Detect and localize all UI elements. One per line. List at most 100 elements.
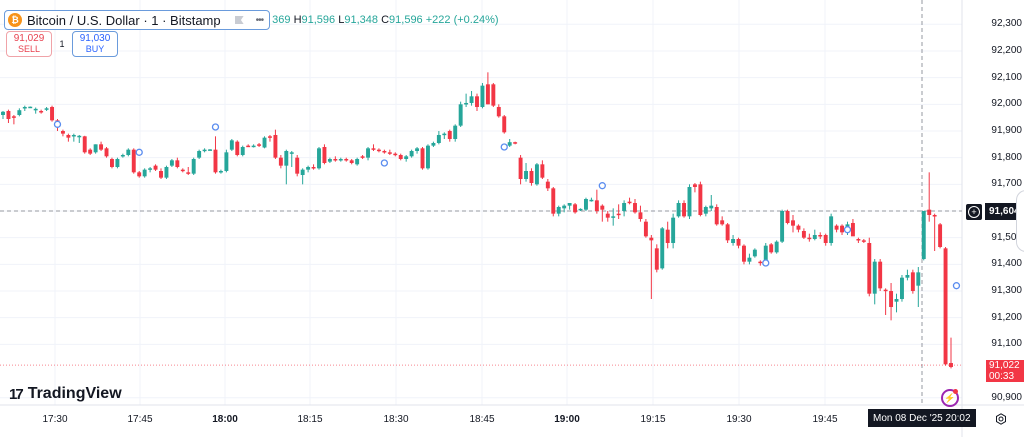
candle-body (268, 136, 272, 138)
candle-body (431, 142, 436, 146)
candle-body (567, 202, 572, 206)
chart-legend: ₿ Bitcoin / U.S. Dollar · 1 · Bitstamp •… (4, 10, 499, 30)
candle-body (687, 186, 692, 217)
time-tick-label: 17:45 (127, 414, 153, 425)
candle-body (921, 211, 926, 260)
candle-body (426, 145, 430, 169)
add-alert-button[interactable]: + (966, 203, 982, 220)
candle-body (491, 84, 496, 106)
time-tick-label: 18:30 (383, 414, 409, 425)
ohlc-open-partial: 369 (272, 14, 291, 26)
candle-body (464, 102, 469, 105)
candle-body (295, 157, 300, 174)
candle-body (910, 272, 915, 292)
candle-body (202, 149, 207, 152)
candle-body (496, 106, 501, 117)
ohlc-change: +222 (+0.24%) (425, 14, 499, 26)
candle-body (513, 142, 518, 144)
candle-body (436, 134, 441, 143)
candle-body (818, 235, 823, 237)
event-marker-icon (762, 259, 770, 267)
candle-body (50, 106, 54, 121)
candle-body (823, 235, 828, 244)
candle-body (371, 148, 376, 150)
candle-body (186, 172, 191, 174)
candle-body (518, 157, 523, 179)
candle-body (692, 184, 697, 187)
candle-body (273, 134, 278, 158)
symbol-selector[interactable]: ₿ Bitcoin / U.S. Dollar · 1 · Bitstamp •… (4, 10, 271, 30)
candle-body (856, 239, 861, 241)
candle-body (398, 154, 403, 159)
buy-button[interactable]: 91,030 BUY (72, 31, 118, 57)
price-tick-label: 91,900 (991, 124, 1022, 136)
candle-body (66, 134, 71, 138)
candle-body (731, 239, 736, 244)
candle-body (327, 158, 332, 162)
side-panel-handle[interactable] (1016, 190, 1024, 252)
candle-body (916, 272, 921, 286)
candle-body (387, 152, 392, 154)
candle-body (44, 108, 49, 110)
candle-body (714, 206, 719, 225)
tradingview-logo[interactable]: 17 TradingView (9, 385, 122, 403)
more-horizontal-icon[interactable]: ••• (255, 14, 264, 26)
event-marker-icon (500, 143, 508, 151)
candle-body (175, 160, 180, 167)
sell-button[interactable]: 91,029 SELL (6, 31, 52, 57)
candle-body (540, 164, 545, 178)
candle-body (6, 110, 11, 119)
candle-body (524, 170, 528, 179)
candle-body (502, 116, 507, 133)
candle-body (240, 146, 245, 155)
candle-body (682, 202, 686, 217)
candle-body (605, 213, 610, 218)
candle-body (872, 261, 877, 294)
candle-body (850, 223, 855, 237)
price-tick-label: 91,800 (991, 151, 1022, 163)
candle-body (257, 144, 262, 146)
candle-body (840, 225, 844, 233)
candle-body (703, 206, 708, 214)
candle-body (551, 188, 556, 214)
sell-label: SELL (17, 44, 41, 54)
price-tick-label: 92,300 (991, 18, 1022, 30)
candle-body (812, 235, 817, 240)
crosshair-time-label: Mon 08 Dec '25 20:02 (868, 409, 976, 427)
candle-body (159, 170, 163, 178)
candle-body (949, 363, 953, 368)
candle-body (878, 261, 883, 289)
settings-icon[interactable] (995, 413, 1007, 425)
time-tick-label: 17:30 (42, 414, 68, 425)
time-tick-label: 19:15 (640, 414, 666, 425)
crosshair-price-label: + 91,604 (966, 203, 1024, 220)
candle-body (616, 213, 621, 216)
event-marker-icon (843, 226, 852, 234)
candle-body (338, 158, 343, 161)
candle-body (415, 148, 420, 151)
candle-body (769, 244, 774, 253)
candle-body (60, 130, 65, 134)
trade-buttons: 91,029 SELL 1 91,030 BUY (6, 31, 118, 57)
candle-body (534, 164, 539, 185)
price-tick-label: 91,400 (991, 258, 1022, 270)
event-marker-icon (135, 148, 143, 156)
candle-body (627, 201, 632, 204)
lightning-bolt-icon[interactable]: ⚡ (941, 389, 959, 407)
candle-body (780, 211, 785, 242)
candle-body (262, 137, 267, 148)
spread-value: 1 (59, 39, 65, 49)
candle-body (905, 275, 910, 278)
ohlc-values: 369 H91,596 L91,348 C91,596 +222 (+0.24%… (272, 14, 498, 26)
candle-body (33, 108, 38, 111)
crosshair-price-value: 91,604 (985, 203, 1024, 220)
bar-countdown: 00:33 (989, 371, 1015, 382)
candle-body (1, 111, 5, 115)
candle-body (333, 158, 338, 161)
flag-icon[interactable] (234, 16, 244, 24)
candle-body (485, 84, 490, 105)
candle-body (153, 165, 158, 170)
candle-body (447, 130, 452, 139)
candle-body (137, 172, 142, 177)
